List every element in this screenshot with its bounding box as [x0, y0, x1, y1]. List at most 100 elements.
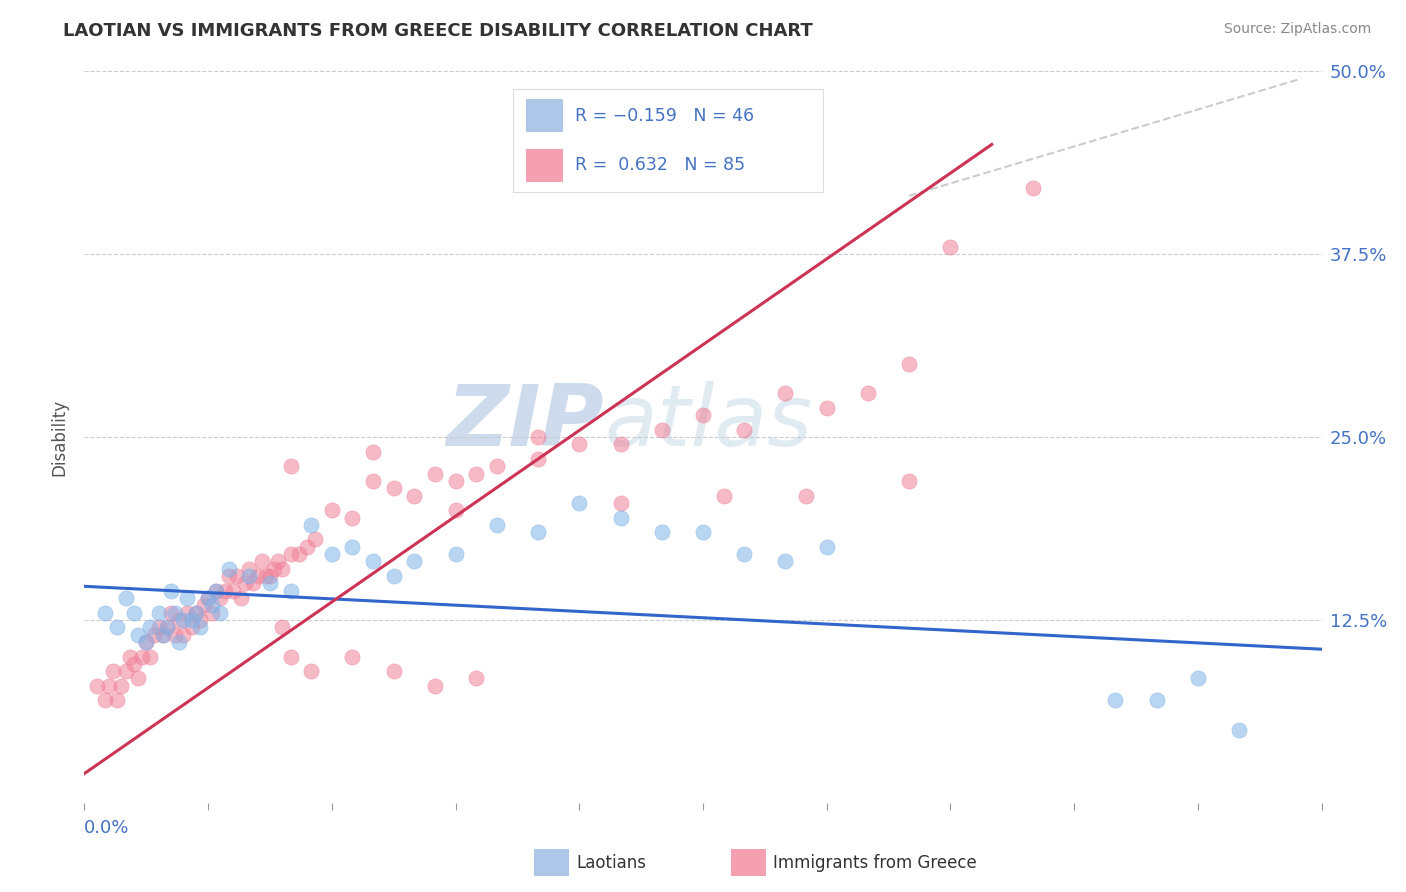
Point — [184, 606, 207, 620]
Text: 0.0%: 0.0% — [84, 819, 129, 837]
Point — [214, 583, 236, 598]
Point — [263, 562, 285, 576]
Point — [856, 386, 879, 401]
Point — [299, 664, 322, 678]
Point — [609, 496, 631, 510]
Point — [404, 489, 426, 503]
Point — [143, 627, 166, 641]
Point — [188, 620, 211, 634]
Point — [1146, 693, 1168, 707]
Point — [267, 554, 290, 568]
Point — [110, 679, 132, 693]
Point — [280, 583, 302, 598]
Point — [382, 664, 405, 678]
Point — [103, 664, 125, 678]
Point — [280, 459, 302, 474]
Point — [242, 576, 264, 591]
Bar — [526, 99, 562, 132]
Point — [527, 525, 550, 540]
Point — [713, 489, 735, 503]
Point — [94, 693, 117, 707]
Text: atlas: atlas — [605, 381, 813, 464]
Point — [568, 496, 591, 510]
Point — [238, 562, 260, 576]
Point — [404, 554, 426, 568]
Point — [233, 576, 256, 591]
Point — [176, 606, 198, 620]
Point — [465, 672, 488, 686]
Point — [127, 627, 149, 641]
Point — [172, 613, 194, 627]
Point — [444, 503, 467, 517]
Point — [250, 554, 273, 568]
Text: Source: ZipAtlas.com: Source: ZipAtlas.com — [1223, 22, 1371, 37]
Point — [209, 606, 232, 620]
Point — [815, 540, 838, 554]
Point — [156, 620, 179, 634]
Point — [299, 517, 322, 532]
Point — [167, 635, 190, 649]
Point — [295, 540, 318, 554]
Point — [165, 606, 187, 620]
Point — [733, 547, 755, 561]
Point — [254, 569, 277, 583]
Point — [180, 620, 202, 634]
Point — [815, 401, 838, 415]
Point — [226, 569, 249, 583]
Point — [131, 649, 153, 664]
Point — [94, 606, 117, 620]
Point — [122, 657, 145, 671]
Point — [527, 430, 550, 444]
Point — [898, 474, 921, 488]
Point — [188, 613, 211, 627]
Point — [342, 510, 364, 524]
Point — [1022, 181, 1045, 195]
Point — [127, 672, 149, 686]
Point — [205, 583, 228, 598]
Point — [98, 679, 121, 693]
Point — [361, 554, 384, 568]
Point — [218, 562, 240, 576]
Point — [118, 649, 141, 664]
Point — [218, 569, 240, 583]
Point — [105, 620, 128, 634]
Point — [259, 576, 281, 591]
Point — [271, 562, 294, 576]
Point — [193, 599, 215, 613]
Point — [280, 649, 302, 664]
Point — [197, 591, 219, 605]
Point — [201, 606, 224, 620]
Point — [898, 357, 921, 371]
Point — [160, 606, 183, 620]
Point — [692, 525, 714, 540]
Point — [939, 240, 962, 254]
Point — [485, 517, 508, 532]
Point — [423, 467, 446, 481]
Point — [382, 481, 405, 495]
Point — [794, 489, 817, 503]
Point — [229, 591, 252, 605]
Text: ZIP: ZIP — [446, 381, 605, 464]
Point — [114, 591, 136, 605]
Point — [122, 606, 145, 620]
Point — [527, 452, 550, 467]
Bar — [526, 149, 562, 181]
Point — [135, 635, 157, 649]
Point — [271, 620, 294, 634]
Point — [568, 437, 591, 451]
Point — [148, 606, 170, 620]
Text: LAOTIAN VS IMMIGRANTS FROM GREECE DISABILITY CORRELATION CHART: LAOTIAN VS IMMIGRANTS FROM GREECE DISABI… — [63, 22, 813, 40]
Point — [152, 627, 174, 641]
Point — [321, 547, 343, 561]
Y-axis label: Disability: Disability — [51, 399, 69, 475]
Point — [180, 613, 202, 627]
Text: Immigrants from Greece: Immigrants from Greece — [773, 854, 977, 871]
Point — [692, 408, 714, 422]
Point — [222, 583, 245, 598]
Point — [139, 649, 162, 664]
Point — [609, 510, 631, 524]
Point — [160, 583, 183, 598]
Point — [238, 569, 260, 583]
Point — [148, 620, 170, 634]
Point — [105, 693, 128, 707]
